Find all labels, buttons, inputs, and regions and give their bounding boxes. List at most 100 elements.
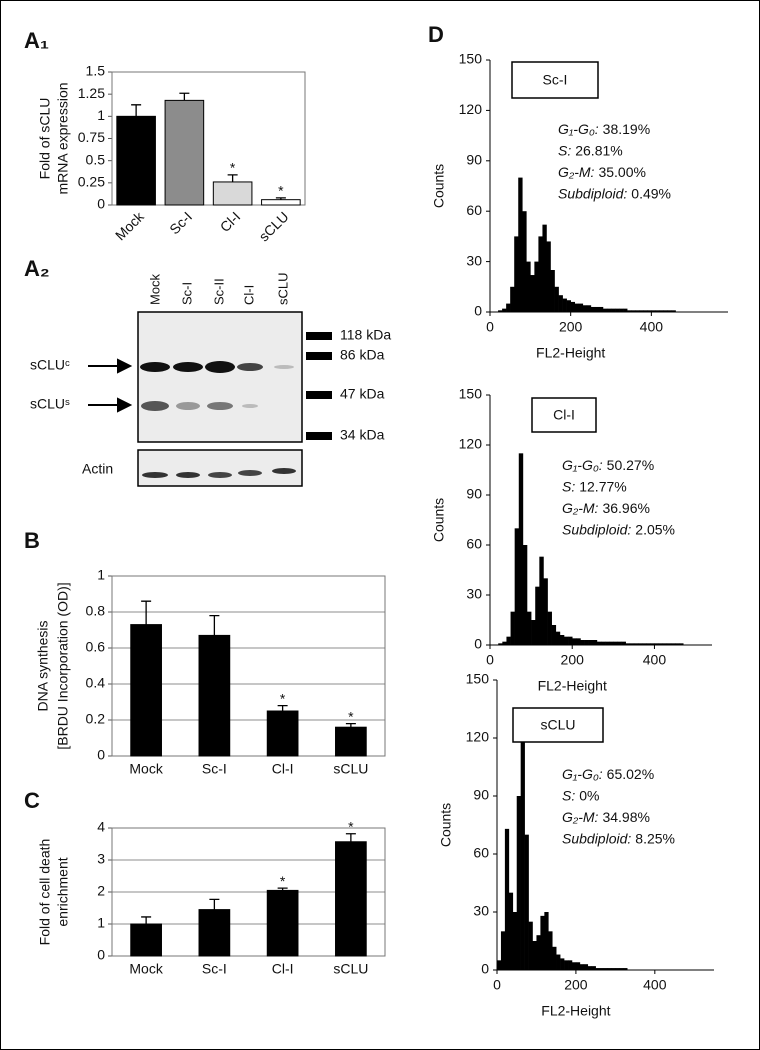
x-tick-label: 0 bbox=[486, 652, 494, 668]
x-axis-label: FL2-Height bbox=[541, 1003, 610, 1019]
histogram-bar bbox=[502, 641, 507, 645]
histogram-bar bbox=[531, 620, 536, 645]
histogram-bar bbox=[536, 935, 541, 970]
y-tick-label: 0.75 bbox=[78, 129, 105, 145]
histogram-bar bbox=[510, 611, 515, 645]
histogram-bar bbox=[506, 636, 511, 645]
histogram-bar bbox=[535, 586, 540, 645]
y-tick-label: 1 bbox=[97, 915, 105, 931]
x-tick-label: Cl-I bbox=[272, 961, 294, 977]
y-tick-label: 90 bbox=[466, 486, 482, 502]
phase-stat: G₁-G₀: 65.02% bbox=[562, 766, 654, 782]
y-tick-label: 150 bbox=[459, 386, 483, 402]
band bbox=[238, 470, 262, 476]
y-tick-label: 120 bbox=[459, 101, 483, 117]
phase-name: S: bbox=[562, 787, 575, 803]
histogram-bar bbox=[611, 308, 616, 312]
histogram-bar bbox=[502, 308, 507, 312]
histogram-bar bbox=[629, 643, 635, 645]
band bbox=[208, 472, 232, 478]
arrow bbox=[88, 397, 133, 413]
bar bbox=[198, 909, 231, 957]
histogram-bar bbox=[671, 310, 676, 312]
histogram-bar bbox=[522, 545, 528, 645]
error-bar bbox=[277, 887, 288, 891]
histogram-bar bbox=[504, 828, 510, 970]
histogram-bar bbox=[603, 968, 608, 970]
histogram-bar bbox=[551, 625, 557, 645]
y-tick-label: 90 bbox=[466, 152, 482, 168]
histogram-bar bbox=[584, 640, 589, 645]
sample-box bbox=[511, 61, 599, 99]
phase-name: G₁-G₀: bbox=[558, 121, 599, 137]
phase-value: 2.05% bbox=[635, 521, 675, 537]
phase-name: G₂-M: bbox=[562, 809, 599, 825]
marker-bar bbox=[306, 432, 332, 440]
histogram-bar bbox=[556, 954, 561, 970]
band bbox=[176, 472, 200, 478]
histogram-bar bbox=[627, 310, 632, 312]
phase-stat: G₁-G₀: 38.19% bbox=[558, 121, 650, 137]
histogram-bar bbox=[602, 308, 608, 312]
histogram-bar bbox=[670, 643, 676, 645]
lane-label: Sc-I bbox=[179, 282, 194, 305]
axes bbox=[489, 395, 712, 646]
error-bar bbox=[131, 104, 142, 117]
error-bar bbox=[179, 92, 190, 101]
y-tick-label: 0 bbox=[97, 947, 105, 963]
loading-control-label: Actin bbox=[82, 461, 113, 477]
x-tick-label: 200 bbox=[559, 319, 583, 335]
bar bbox=[266, 889, 299, 957]
histogram-bar bbox=[574, 303, 580, 312]
histogram-bar bbox=[575, 962, 581, 970]
histogram-bar bbox=[532, 941, 537, 970]
x-tick-label: sCLU bbox=[333, 961, 368, 977]
panel-label: B bbox=[24, 528, 40, 553]
histogram-bar bbox=[587, 966, 592, 970]
histogram-bar bbox=[562, 298, 567, 312]
phase-name: G₁-G₀: bbox=[562, 457, 603, 473]
sample-box bbox=[512, 707, 604, 743]
y-tick-label: 4 bbox=[97, 819, 105, 835]
y-axis-label: Counts bbox=[431, 164, 447, 208]
histogram-bar bbox=[643, 310, 648, 312]
significance-mark: * bbox=[280, 690, 286, 706]
histogram-bar bbox=[547, 611, 552, 645]
histogram-bar bbox=[516, 796, 521, 970]
y-tick-label: 150 bbox=[459, 51, 483, 67]
error-bar bbox=[209, 898, 220, 910]
histogram-bar bbox=[591, 966, 596, 970]
histogram-bar bbox=[550, 270, 555, 312]
panel-label: D bbox=[428, 22, 444, 47]
histogram-bar bbox=[666, 643, 672, 645]
y-tick-label: 0.2 bbox=[86, 711, 106, 727]
histogram-bar bbox=[598, 306, 604, 312]
x-tick-label: Sc-I bbox=[202, 761, 227, 777]
x-tick-label: Mock bbox=[129, 761, 163, 777]
y-tick-label: 0.25 bbox=[78, 174, 105, 190]
phase-value: 8.25% bbox=[635, 830, 675, 846]
y-tick-label: 3 bbox=[97, 851, 105, 867]
histogram-bar bbox=[500, 931, 506, 970]
phase-stat: Subdiploid: 8.25% bbox=[562, 830, 675, 846]
error-bar bbox=[277, 704, 288, 711]
significance-mark: * bbox=[280, 873, 286, 889]
error-bar bbox=[275, 197, 286, 200]
histogram-bar bbox=[586, 305, 592, 312]
histogram-bar bbox=[601, 641, 606, 645]
histogram-bar bbox=[579, 964, 585, 970]
histogram-bar bbox=[594, 306, 600, 312]
phase-stat: G₂-M: 35.00% bbox=[558, 164, 646, 180]
band bbox=[142, 472, 168, 478]
histogram-bar bbox=[544, 912, 549, 970]
error-bar bbox=[141, 916, 152, 924]
error-bar bbox=[227, 174, 238, 182]
x-tick-label: Cl-I bbox=[272, 761, 294, 777]
y-tick-label: 60 bbox=[473, 845, 489, 861]
x-axis-label: FL2-Height bbox=[536, 345, 605, 361]
phase-name: Subdiploid: bbox=[562, 521, 631, 537]
y-tick-label: 30 bbox=[466, 586, 482, 602]
histogram-bar bbox=[543, 578, 548, 645]
band bbox=[272, 468, 296, 474]
histogram-bar bbox=[555, 631, 561, 645]
